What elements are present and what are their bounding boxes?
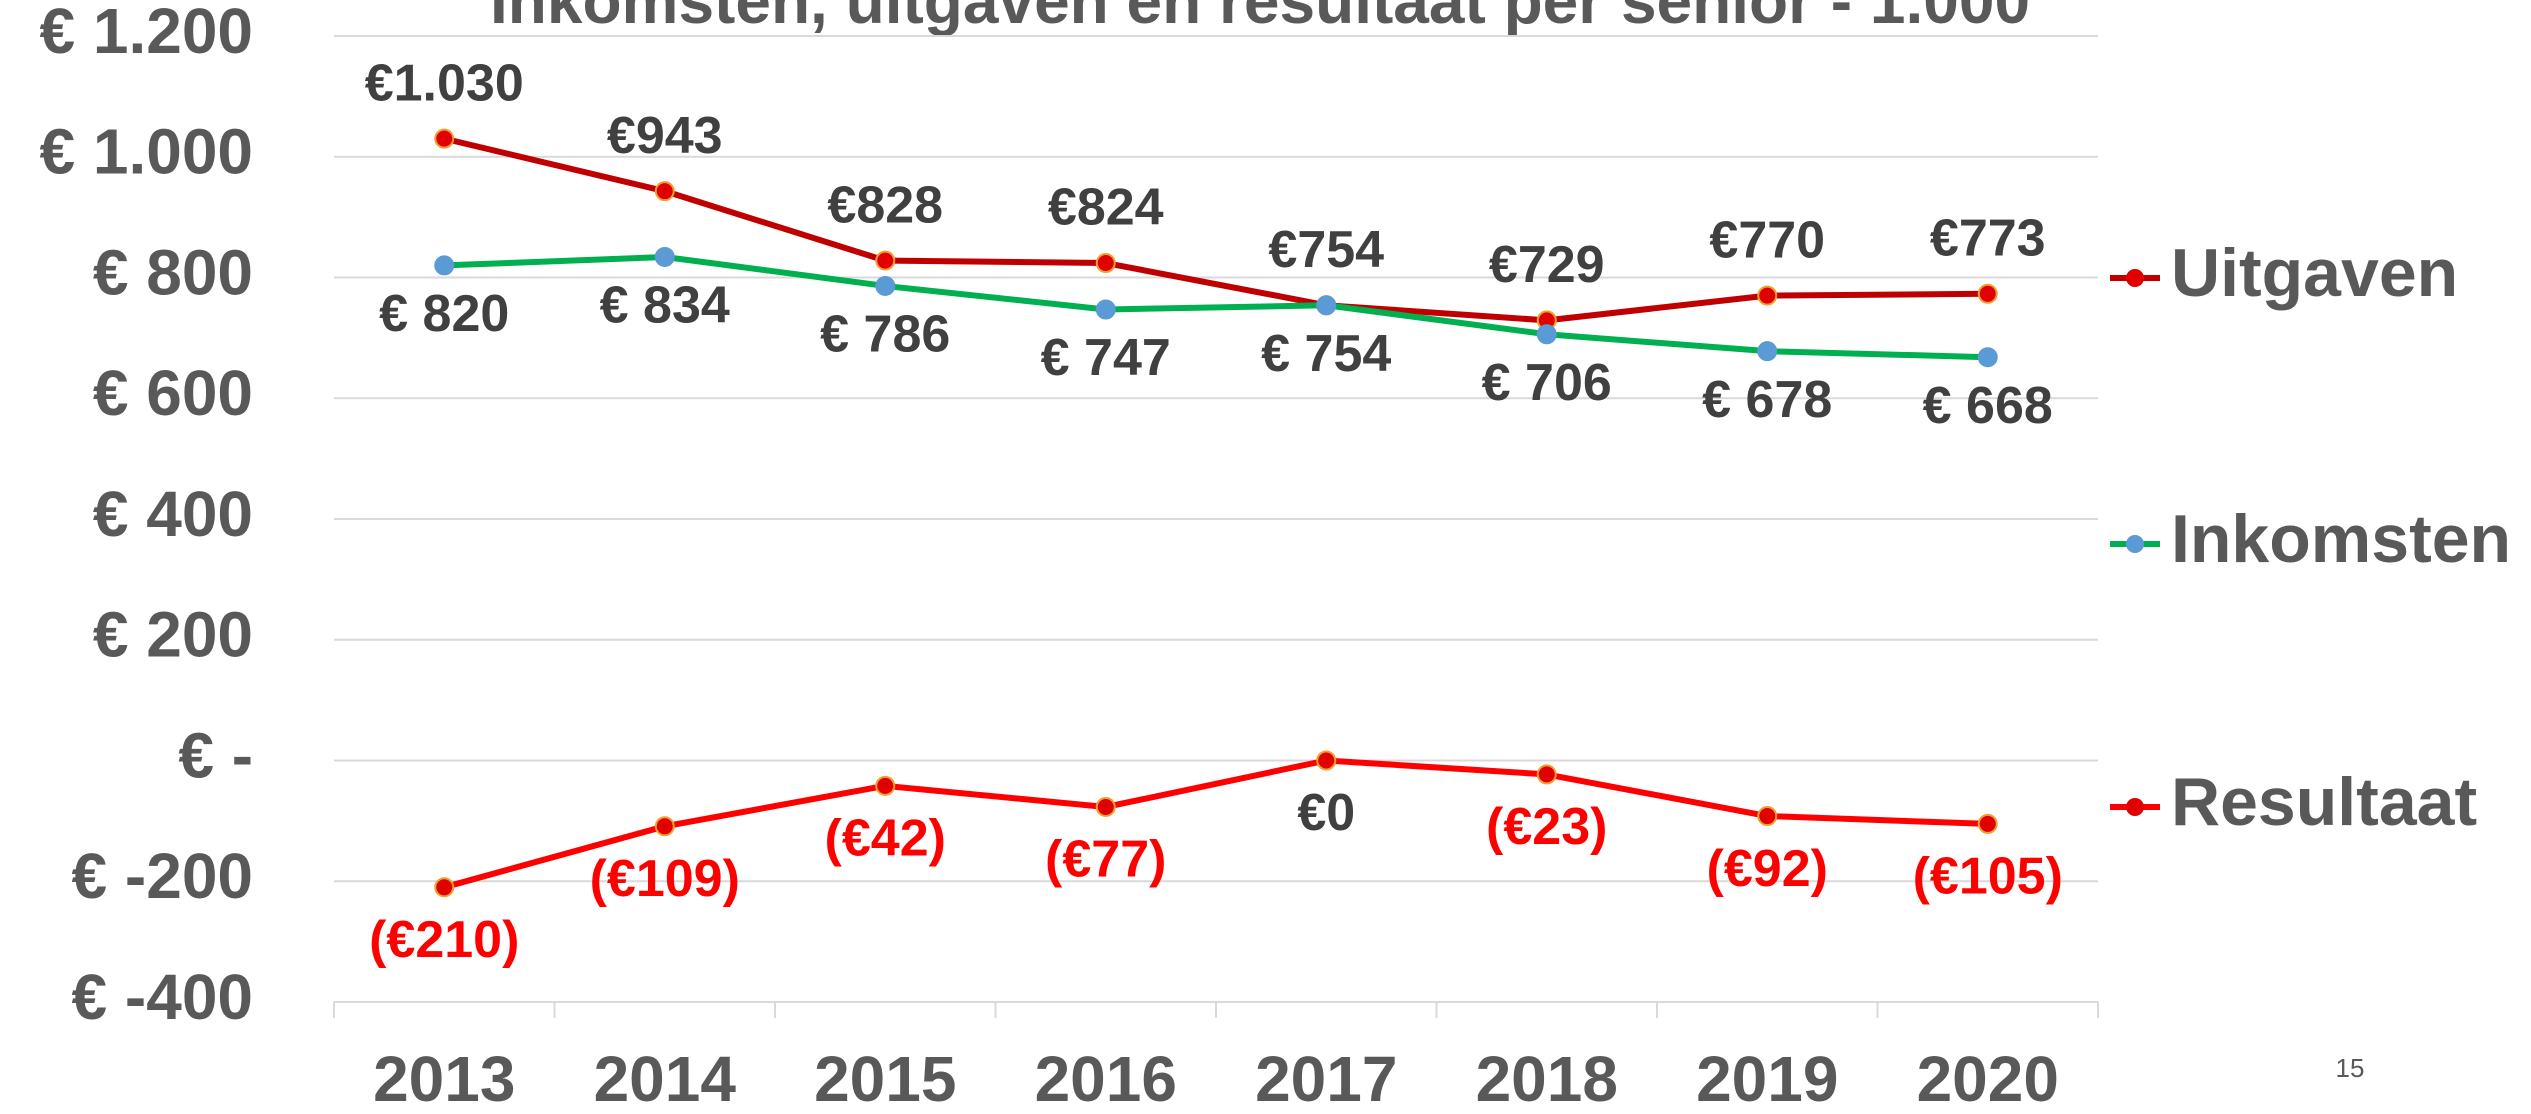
data-point xyxy=(1977,347,1998,368)
data-label: (€42) xyxy=(825,810,946,868)
data-label: (€210) xyxy=(369,911,519,969)
data-point xyxy=(434,877,455,898)
data-label: €943 xyxy=(607,107,723,165)
chart-title: Inkomsten, uitgaven en resultaat per sen… xyxy=(490,0,2030,37)
data-label: €0 xyxy=(1297,784,1355,842)
data-label: €828 xyxy=(827,176,943,234)
data-label: € 786 xyxy=(820,306,950,364)
data-label: € 820 xyxy=(379,285,509,343)
series-line xyxy=(443,135,1988,324)
data-point xyxy=(434,128,455,149)
data-point xyxy=(1977,283,1998,304)
data-point xyxy=(1095,299,1116,320)
data-point xyxy=(1757,285,1778,306)
series-line xyxy=(444,253,1988,361)
data-label: (€92) xyxy=(1707,840,1828,898)
data-label: (€77) xyxy=(1045,831,1166,889)
data-label: €770 xyxy=(1709,211,1825,269)
x-tick-label: 2020 xyxy=(1917,1043,2059,1114)
legend-marker xyxy=(2126,535,2144,553)
data-label: € 747 xyxy=(1041,329,1171,387)
data-point xyxy=(654,181,675,202)
legend-marker xyxy=(2126,798,2144,816)
data-point xyxy=(1536,324,1557,345)
data-label: (€105) xyxy=(1913,848,2063,906)
y-tick-label: € 600 xyxy=(93,357,253,429)
legend-marker xyxy=(2126,269,2144,287)
x-tick-label: 2016 xyxy=(1035,1043,1177,1114)
legend-label: Inkomsten xyxy=(2171,501,2511,577)
data-point xyxy=(1536,764,1557,785)
data-label: € 678 xyxy=(1702,371,1832,429)
page-number: 15 xyxy=(2336,1053,2365,1083)
data-point xyxy=(1757,806,1778,827)
data-label: € 754 xyxy=(1261,325,1391,383)
data-label: € 834 xyxy=(600,277,730,335)
data-label: € 706 xyxy=(1482,354,1612,412)
series-line xyxy=(443,757,1988,891)
data-point xyxy=(1316,750,1337,771)
y-tick-label: € 800 xyxy=(93,236,253,308)
data-label: (€109) xyxy=(590,850,740,908)
x-tick-label: 2017 xyxy=(1255,1043,1397,1114)
data-point xyxy=(434,255,455,276)
data-point xyxy=(1757,341,1778,362)
data-point xyxy=(1095,796,1116,817)
data-point xyxy=(654,816,675,837)
data-label: €773 xyxy=(1930,210,2046,268)
data-point xyxy=(875,275,896,296)
legend-label: Uitgaven xyxy=(2171,235,2458,311)
y-tick-label: € 1.000 xyxy=(39,116,253,188)
y-tick-label: € 1.200 xyxy=(39,0,253,67)
data-label: (€23) xyxy=(1486,798,1607,856)
x-tick-label: 2014 xyxy=(594,1043,737,1114)
y-tick-label: € 400 xyxy=(93,478,253,550)
data-point xyxy=(875,250,896,271)
data-point xyxy=(875,775,896,796)
y-tick-label: € -400 xyxy=(72,961,253,1033)
y-tick-label: € - xyxy=(178,719,253,791)
data-point xyxy=(1316,295,1337,316)
x-tick-label: 2013 xyxy=(373,1043,515,1114)
data-point xyxy=(1095,253,1116,274)
data-label: €824 xyxy=(1048,179,1164,237)
data-point xyxy=(1977,813,1998,834)
data-label: € 668 xyxy=(1923,377,2053,435)
x-tick-label: 2018 xyxy=(1476,1043,1618,1114)
y-tick-label: € 200 xyxy=(93,599,253,671)
x-tick-label: 2019 xyxy=(1696,1043,1838,1114)
data-label: €754 xyxy=(1268,221,1384,279)
data-label: €729 xyxy=(1489,236,1605,294)
data-point xyxy=(654,246,675,267)
y-tick-label: € -200 xyxy=(72,840,253,912)
data-label: €1.030 xyxy=(365,54,524,112)
legend-label: Resultaat xyxy=(2171,764,2477,840)
x-tick-label: 2015 xyxy=(814,1043,956,1114)
